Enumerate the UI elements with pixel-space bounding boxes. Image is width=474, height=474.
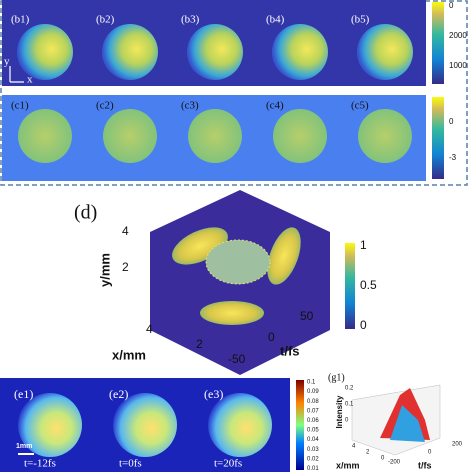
beam <box>358 109 412 163</box>
label: 0 <box>428 450 432 456</box>
label: (e1) <box>14 387 33 401</box>
label: 0.02 <box>307 456 319 462</box>
label: 2 <box>196 337 203 351</box>
beam <box>357 24 413 80</box>
label: 0.06 <box>307 418 319 424</box>
label: (g1) <box>328 372 345 383</box>
label: 0.1 <box>345 402 354 408</box>
label: 0.03 <box>307 447 319 453</box>
pulse <box>205 239 271 285</box>
beam <box>18 109 72 163</box>
label: 0 <box>449 117 454 126</box>
label: 4 <box>352 444 356 450</box>
label: -3 <box>449 153 457 162</box>
label: (c2) <box>96 100 114 112</box>
label: 2 <box>122 260 129 274</box>
label: 4 <box>146 322 153 336</box>
colorbar-e <box>296 380 304 470</box>
label: t=-12fs <box>24 458 56 470</box>
label: x/mm <box>336 460 360 470</box>
colorbar-c <box>432 97 444 179</box>
label: 0.1 <box>307 380 316 386</box>
label: 2000 <box>449 31 467 40</box>
label: (b4) <box>266 14 285 26</box>
label: 0 <box>345 418 349 424</box>
label: t/fs <box>418 460 432 470</box>
label: 2 <box>366 450 370 456</box>
label: Intensity <box>335 395 344 428</box>
label: 1 <box>360 238 367 252</box>
beam <box>208 393 272 457</box>
label: (d) <box>74 202 97 224</box>
label: 0.2 <box>345 386 354 392</box>
beam <box>103 109 157 163</box>
label: 0 <box>360 318 367 332</box>
label: 0.07 <box>307 408 319 414</box>
projection <box>267 227 301 285</box>
beam <box>187 24 243 80</box>
beam <box>17 24 73 80</box>
beam <box>188 109 242 163</box>
label: (b1) <box>11 14 30 26</box>
label: 50 <box>300 309 314 323</box>
label: 0 <box>381 456 385 462</box>
label: (b3) <box>181 14 200 26</box>
label: y/mm <box>97 253 112 287</box>
label: (c1) <box>11 100 29 112</box>
label: 0.05 <box>307 428 319 434</box>
beam <box>102 24 158 80</box>
label: 0.01 <box>307 466 319 472</box>
label: (c5) <box>351 100 369 112</box>
label: y <box>4 56 10 68</box>
beam <box>273 109 327 163</box>
label: 0.09 <box>307 389 319 395</box>
label: (e3) <box>204 387 223 401</box>
beam <box>272 24 328 80</box>
label: (e2) <box>109 387 128 401</box>
label: (c4) <box>266 100 284 112</box>
label: (b2) <box>96 14 115 26</box>
label: x/mm <box>112 347 146 362</box>
label: x <box>27 74 33 86</box>
label: (c3) <box>181 100 199 112</box>
projection <box>200 301 264 325</box>
axes-indicator <box>9 66 24 83</box>
label: (b5) <box>351 14 370 26</box>
beam <box>18 393 82 457</box>
label: 0.04 <box>307 437 319 443</box>
label: 1mm <box>16 443 32 450</box>
label: 200 <box>452 442 463 448</box>
label: t=20fs <box>214 458 242 470</box>
label: -200 <box>388 460 401 466</box>
label: 0 <box>268 330 275 344</box>
label: -50 <box>228 352 246 366</box>
beam <box>113 393 177 457</box>
label: 0 <box>449 1 454 10</box>
colorbar-d <box>345 243 355 329</box>
colorbar-b <box>432 2 444 84</box>
label: t=0fs <box>119 458 142 470</box>
label: t/fs <box>280 343 300 358</box>
label: 4 <box>122 224 129 238</box>
surface <box>390 405 425 442</box>
label: 0.08 <box>307 399 319 405</box>
label: 0.5 <box>360 278 377 292</box>
label: 1000 <box>449 61 467 70</box>
